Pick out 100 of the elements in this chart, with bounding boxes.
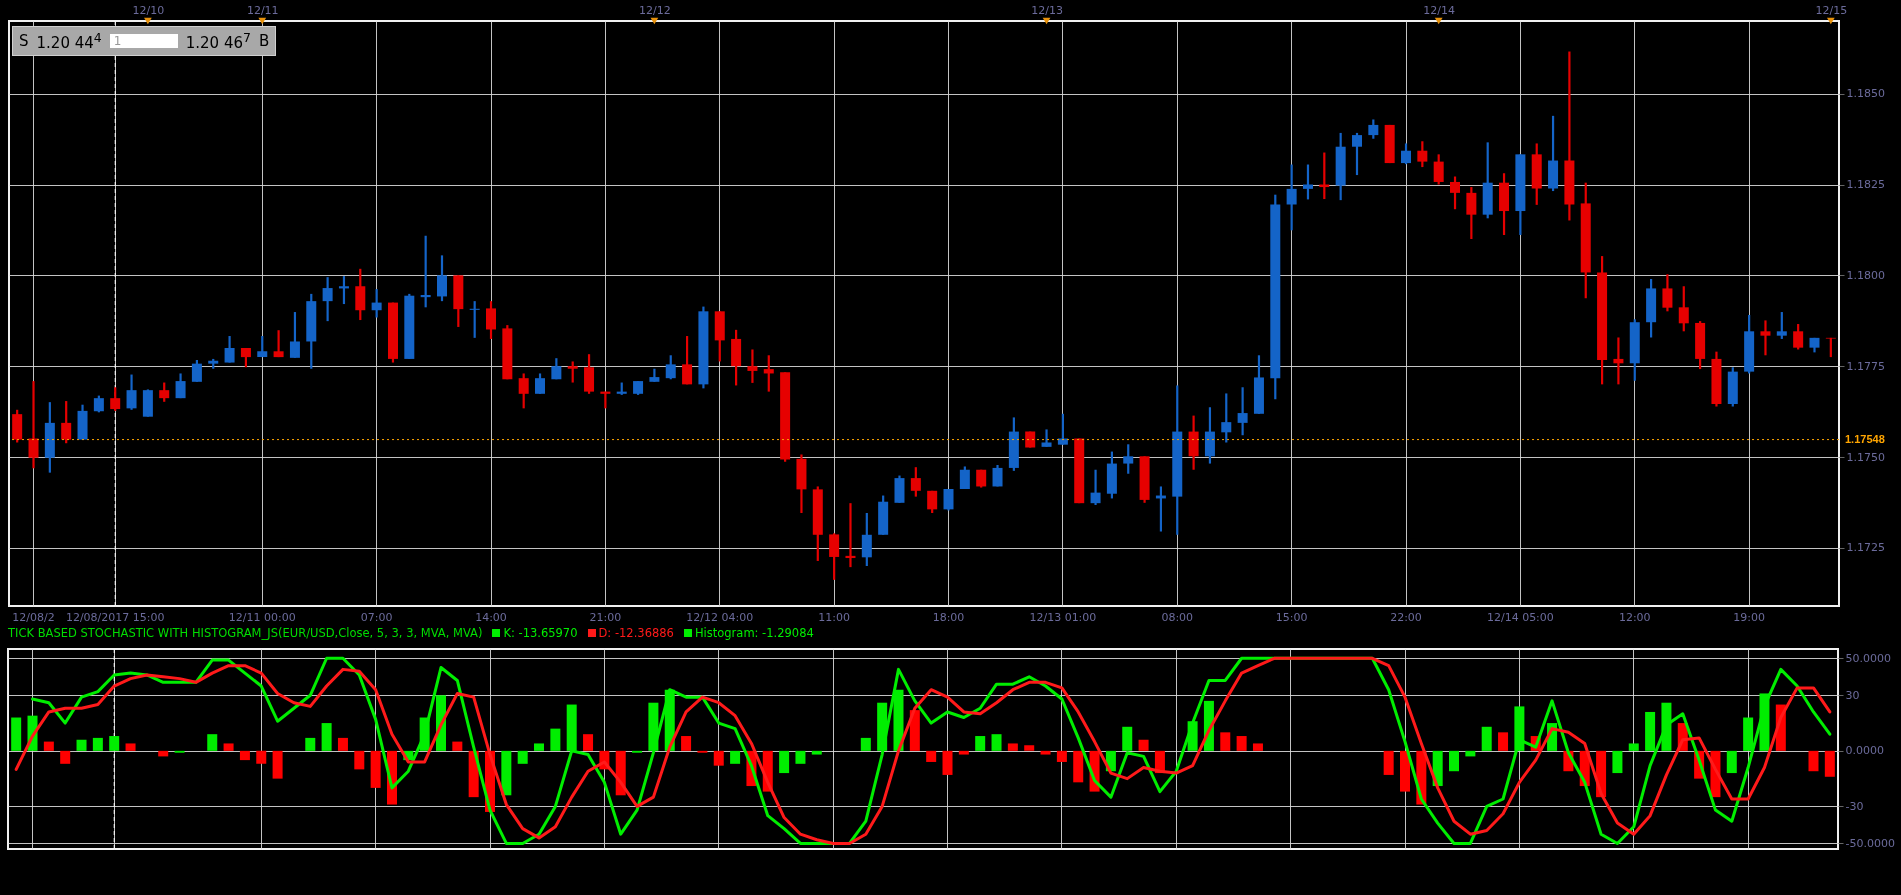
bar <box>1743 717 1754 751</box>
x-tick-label: 12/12 04:00 <box>686 610 754 624</box>
bar <box>321 723 332 751</box>
bar <box>1514 706 1525 751</box>
bar <box>1024 745 1035 751</box>
bar <box>60 750 71 764</box>
y-tick-label: -30 <box>1845 799 1864 813</box>
x2-tick-label: 12/10 <box>132 3 165 17</box>
x-tick-label: 15:00 <box>1275 610 1308 624</box>
x-tick-label: 14:00 <box>475 610 507 624</box>
bar <box>125 743 136 751</box>
candlestick <box>747 348 758 384</box>
bar <box>958 750 969 755</box>
x-tick-label: 18:00 <box>932 610 965 624</box>
legend-label: Histogram: -1.29084 <box>694 626 814 640</box>
candlestick <box>1450 175 1461 211</box>
candlestick <box>861 511 872 568</box>
bar <box>795 750 806 764</box>
bar <box>1481 726 1492 751</box>
y-tick-label: 1.1775 <box>1846 359 1885 373</box>
candlestick <box>61 399 72 445</box>
candlestick <box>1351 131 1362 177</box>
x-tick-label: 12/14 05:00 <box>1486 610 1554 624</box>
candlestick <box>1302 163 1313 201</box>
bar <box>1007 743 1018 751</box>
candlestick <box>1613 336 1624 386</box>
candlestick <box>1041 428 1052 448</box>
x2-tick-label: 12/15 <box>1815 3 1848 17</box>
candlestick <box>110 386 121 412</box>
bar <box>991 734 1002 751</box>
bar <box>566 704 577 751</box>
y-tick-label: 1.1750 <box>1846 450 1885 464</box>
x2-tick-label: 12/11 <box>246 3 279 17</box>
bar <box>681 736 692 751</box>
candlestick <box>469 300 480 339</box>
bar <box>583 734 594 751</box>
candlestick <box>665 354 676 381</box>
candlestick <box>126 373 137 411</box>
candlestick <box>1466 185 1477 241</box>
ref-line-label: 1.17548 <box>1845 432 1885 445</box>
candlestick <box>910 466 921 498</box>
bar <box>1236 736 1247 751</box>
x-tick-label: 22:00 <box>1390 610 1422 624</box>
candlestick <box>371 288 382 319</box>
bar <box>1645 711 1656 751</box>
bar <box>893 689 904 751</box>
bar <box>975 736 986 751</box>
bar <box>550 728 561 751</box>
bar <box>909 710 920 751</box>
y-tick-label: 50.0000 <box>1845 651 1891 665</box>
bar <box>1628 743 1639 751</box>
bar <box>1383 750 1394 775</box>
bar <box>811 750 822 755</box>
bar <box>1056 750 1067 762</box>
candlestick <box>1776 310 1787 341</box>
bar <box>926 750 937 762</box>
bar <box>223 743 234 751</box>
y-tick-label: 1.1850 <box>1846 87 1885 101</box>
x-tick-label: 21:00 <box>589 610 622 624</box>
x-tick-label: 19:00 <box>1733 610 1765 624</box>
candlestick <box>273 329 284 359</box>
bar <box>92 737 103 751</box>
x2-tick-label: 12/12 <box>639 3 671 17</box>
candlestick <box>1433 153 1444 186</box>
bar <box>713 750 724 766</box>
annotation: S <box>19 32 29 50</box>
candlestick <box>1057 412 1068 446</box>
candlestick <box>1237 386 1248 437</box>
x-tick-label: 12/08/2017 15:00 <box>65 610 165 624</box>
x-tick-label: 12/13 01:00 <box>1029 610 1097 624</box>
candlestick <box>1417 140 1428 169</box>
candlestick <box>1368 118 1379 140</box>
candlestick <box>28 379 39 470</box>
bar <box>272 750 283 779</box>
bar <box>337 737 348 751</box>
y-tick-label: 30 <box>1845 688 1860 702</box>
x-tick-label: 08:00 <box>1161 610 1194 624</box>
y-tick-label: -50.0000 <box>1845 836 1895 850</box>
x-tick-label: 12:00 <box>1618 610 1651 624</box>
y-tick-label: 1.1800 <box>1846 268 1885 282</box>
candlestick <box>1793 322 1804 351</box>
candlestick <box>845 502 856 569</box>
candlestick <box>486 300 497 341</box>
bar <box>1073 750 1084 783</box>
candlestick <box>191 358 202 383</box>
candlestick <box>436 254 447 303</box>
bar <box>942 750 953 775</box>
annotation: 1.20 46$^{7}$ <box>185 30 251 52</box>
y-tick-label: 0.0000 <box>1845 744 1884 758</box>
chart-title: TICK BASED STOCHASTIC WITH HISTOGRAM_JS(EUR/USD,Close, 5, 3, 3, MVA, MVA) <box>8 626 483 640</box>
candlestick <box>1401 142 1412 166</box>
x-tick-label: 07:00 <box>360 610 393 624</box>
bar <box>501 750 512 796</box>
candlestick <box>1825 336 1836 359</box>
bar <box>1040 750 1051 755</box>
candlestick <box>829 532 840 581</box>
candlestick <box>224 334 235 364</box>
bar <box>1824 750 1835 777</box>
candlestick <box>943 487 954 512</box>
bar <box>43 741 54 751</box>
